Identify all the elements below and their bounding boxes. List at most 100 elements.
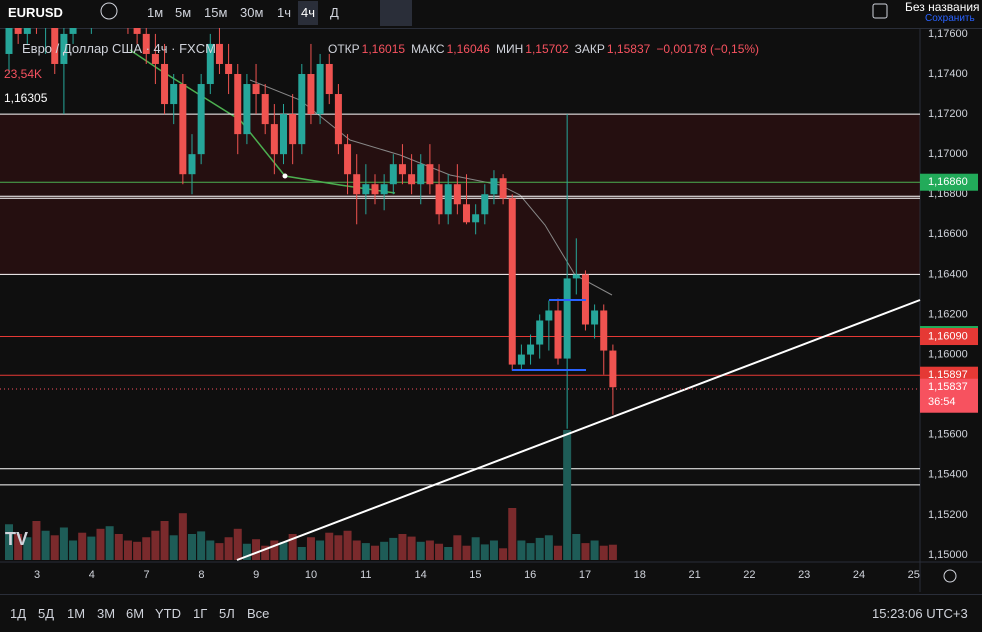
volume-bar [288, 534, 297, 560]
interval[interactable]: 4ч [298, 1, 319, 25]
price-marker-label: 1,15837 [928, 381, 968, 393]
volume-bar [123, 540, 132, 560]
settings-icon[interactable] [943, 569, 957, 583]
volume-bar [480, 544, 489, 560]
ohlc-label: ОТКР [328, 42, 360, 56]
legend-volume: 23,54K [4, 67, 43, 81]
volume-bar [78, 532, 87, 560]
bottom-toolbar: 1Д 5Д 1М 3М 6М YTD 1Г 5Л Все 15:23:06 UTC+3 [0, 594, 982, 632]
volume-bar [252, 539, 261, 560]
date-label: 14 [414, 569, 426, 581]
range[interactable]: 3М [97, 606, 116, 621]
save[interactable]: Сохранить [925, 13, 975, 24]
date-label: 10 [305, 569, 317, 581]
interval[interactable]: 1ч [277, 5, 292, 20]
ohlc-label: ЗАКР [574, 42, 605, 56]
candle-body [417, 164, 425, 185]
interval[interactable]: 30м [240, 5, 264, 20]
candle-body [554, 310, 562, 359]
date-label: 7 [144, 569, 150, 581]
range[interactable]: 5Л [219, 606, 235, 621]
date-label: 11 [360, 569, 371, 581]
candle-body [435, 184, 443, 215]
chart: 1,17600 1,17400 1,17200 1,17000 1,16800 1,166… [0, 28, 982, 592]
candle-body [563, 278, 571, 359]
candle-body [609, 350, 617, 388]
date-label: 17 [579, 569, 591, 581]
volume-bar [535, 537, 544, 560]
price-marker-timer: 36:54 [928, 396, 956, 408]
candle-body [298, 74, 306, 145]
volume-bar [334, 535, 343, 560]
candle-body [398, 164, 406, 175]
top-toolbar: EURUSD 1м 5м 15м 30м 1ч 4ч Д Без названия Сохр… [0, 0, 982, 29]
price-tick-label: 1,16000 [928, 348, 968, 360]
volume-bar [215, 543, 224, 560]
candle-body [490, 178, 498, 195]
volume-bar [581, 543, 590, 560]
volume-bar [261, 545, 270, 560]
volume-bar [270, 540, 279, 560]
symbol[interactable]: EURUSD [8, 5, 63, 20]
volume-bar [453, 535, 462, 560]
volume-bar [407, 536, 416, 560]
candle-icon[interactable] [380, 0, 412, 26]
volume-bar [471, 537, 480, 560]
volume-bar [572, 534, 581, 560]
candle-body [536, 320, 544, 345]
candle-body [142, 33, 150, 54]
volume-bar [297, 547, 306, 560]
date-label: 3 [34, 569, 40, 581]
range[interactable]: 1М [67, 606, 86, 621]
layout-name[interactable]: Без названия [905, 0, 980, 14]
candle-body [591, 310, 599, 325]
interval[interactable]: 1м [147, 5, 164, 20]
price-tick-label: 1,17600 [928, 28, 968, 40]
ohlc-label: МАКС [411, 42, 445, 56]
add-icon[interactable] [100, 2, 118, 20]
candle-body [151, 53, 159, 64]
volume-bar [87, 536, 96, 560]
interval[interactable]: 5м [175, 5, 192, 20]
date-label: 25 [908, 569, 920, 581]
candle-body [197, 84, 205, 155]
range[interactable]: 1Д [10, 606, 27, 621]
checkbox[interactable] [872, 3, 888, 19]
volume-bar [325, 532, 334, 560]
interval[interactable]: 15м [204, 5, 228, 20]
price-tick-label: 1,17000 [928, 148, 968, 160]
candle-body [14, 28, 22, 34]
volume-bar [352, 540, 361, 560]
candle-body [179, 84, 187, 175]
price-marker-label: 1,15897 [928, 369, 968, 381]
volume-bar [425, 540, 434, 560]
volume-bar [563, 430, 572, 560]
volume-bar [114, 534, 123, 560]
range[interactable]: 1Г [193, 606, 208, 621]
candle-body [225, 63, 233, 74]
candle-body [188, 154, 196, 175]
candle-body [517, 354, 525, 365]
range[interactable]: 6М [126, 606, 145, 621]
volume-bar [343, 530, 352, 560]
volume-bar [188, 534, 196, 560]
volume-bar [96, 528, 105, 560]
range[interactable]: 5Д [38, 606, 55, 621]
range[interactable]: YTD [155, 606, 181, 621]
volume-bar [206, 540, 215, 560]
candle-body [472, 214, 480, 223]
candle-body [215, 43, 223, 64]
candle-body [5, 28, 13, 54]
price-marker [920, 378, 978, 413]
range[interactable]: Все [247, 606, 270, 621]
volume-bar [32, 521, 41, 560]
volume-bar [462, 545, 471, 560]
volume-bar [242, 543, 251, 560]
date-label: 22 [743, 569, 755, 581]
legend-title: Евро / Доллар США · 4ч · FXCM [22, 41, 216, 56]
volume-bar [233, 528, 242, 560]
volume-bar [389, 537, 398, 560]
price-tick-label: 1,15400 [928, 469, 968, 481]
volume-bar [178, 513, 187, 560]
interval[interactable]: Д [330, 5, 339, 20]
